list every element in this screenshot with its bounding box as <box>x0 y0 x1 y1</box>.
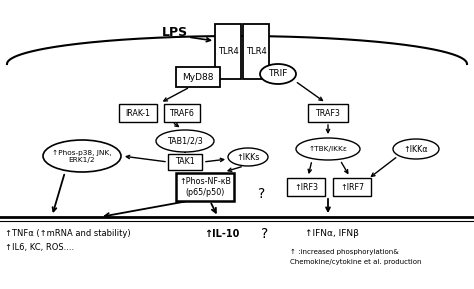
Text: ↑IKKα: ↑IKKα <box>404 144 428 153</box>
Text: LPS: LPS <box>162 27 188 40</box>
Text: TRAF6: TRAF6 <box>170 108 194 118</box>
Text: TRIF: TRIF <box>268 69 288 79</box>
Text: TRAF3: TRAF3 <box>316 108 340 118</box>
Text: TAB1/2/3: TAB1/2/3 <box>167 136 203 145</box>
Text: TLR4: TLR4 <box>246 47 266 55</box>
Text: ↑IL-10: ↑IL-10 <box>204 229 240 239</box>
Ellipse shape <box>228 148 268 166</box>
Text: ↑ :increased phosphorylation&: ↑ :increased phosphorylation& <box>290 249 399 255</box>
Ellipse shape <box>296 138 360 160</box>
Text: ↑IRF7: ↑IRF7 <box>340 182 364 192</box>
FancyBboxPatch shape <box>168 154 202 170</box>
FancyBboxPatch shape <box>287 178 325 196</box>
Text: ↑IFNα, IFNβ: ↑IFNα, IFNβ <box>305 229 359 238</box>
FancyBboxPatch shape <box>215 23 241 79</box>
Text: Chemokine/cytokine et al. production: Chemokine/cytokine et al. production <box>290 259 421 265</box>
Text: ↑TBK/IKKε: ↑TBK/IKKε <box>309 146 347 152</box>
Text: ↑IL6, KC, ROS....: ↑IL6, KC, ROS.... <box>5 243 74 252</box>
FancyBboxPatch shape <box>164 104 200 122</box>
Ellipse shape <box>43 140 121 172</box>
Text: ?: ? <box>261 227 269 241</box>
Text: IRAK-1: IRAK-1 <box>126 108 151 118</box>
Ellipse shape <box>156 130 214 152</box>
Ellipse shape <box>393 139 439 159</box>
Text: MyD88: MyD88 <box>182 73 214 81</box>
Text: ?: ? <box>258 187 265 201</box>
Ellipse shape <box>260 64 296 84</box>
FancyBboxPatch shape <box>243 23 269 79</box>
Text: ↑TNFα (↑mRNA and stability): ↑TNFα (↑mRNA and stability) <box>5 229 131 238</box>
FancyBboxPatch shape <box>176 67 220 87</box>
Text: ↑IRF3: ↑IRF3 <box>294 182 318 192</box>
Text: ↑Phos-NF-κB
(p65/p50): ↑Phos-NF-κB (p65/p50) <box>179 177 231 197</box>
Text: TLR4: TLR4 <box>218 47 238 55</box>
Text: ↑Phos-p38, JNK,
ERK1/2: ↑Phos-p38, JNK, ERK1/2 <box>52 149 112 162</box>
Text: ↑IKKs: ↑IKKs <box>237 153 260 162</box>
FancyBboxPatch shape <box>119 104 157 122</box>
FancyBboxPatch shape <box>176 173 234 201</box>
FancyBboxPatch shape <box>333 178 371 196</box>
FancyBboxPatch shape <box>308 104 348 122</box>
Text: TAK1: TAK1 <box>175 158 195 166</box>
